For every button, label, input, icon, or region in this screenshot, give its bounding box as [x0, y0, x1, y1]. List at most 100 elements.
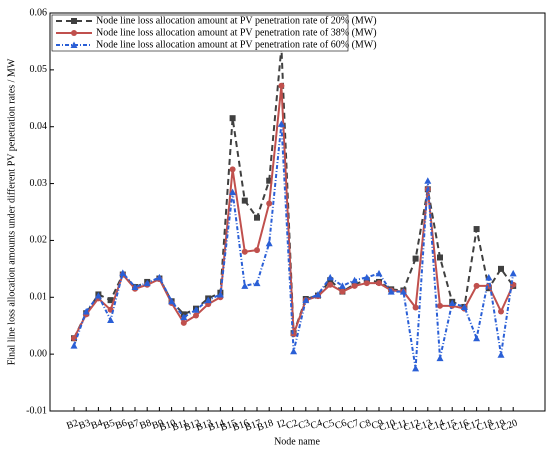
point	[241, 282, 249, 289]
x-tick-label: B8	[138, 418, 153, 432]
y-tick-label: 0.02	[30, 235, 48, 246]
point	[412, 364, 420, 372]
point	[94, 292, 102, 299]
point	[351, 276, 359, 284]
x-tick-label: B12	[182, 418, 201, 434]
point	[424, 177, 432, 184]
point	[180, 313, 188, 321]
point	[485, 273, 493, 281]
x-tick-label: C8	[358, 418, 373, 432]
point	[448, 299, 456, 306]
x-tick-label: B14	[207, 418, 226, 434]
y-tick-label: 0.04	[30, 121, 48, 132]
point	[473, 282, 480, 289]
point	[412, 255, 419, 262]
point	[229, 188, 237, 196]
point	[277, 120, 285, 127]
point	[119, 269, 127, 276]
point	[363, 273, 371, 281]
legend-label: Node line loss allocation amount at PV p…	[96, 15, 377, 26]
x-tick-label: C15	[439, 418, 458, 434]
point	[412, 304, 419, 311]
x-tick-label: C20	[500, 418, 519, 434]
point	[363, 280, 370, 287]
x-tick-label: B15	[219, 418, 238, 434]
point	[168, 297, 176, 305]
point	[254, 247, 260, 254]
point	[143, 279, 151, 287]
point	[399, 288, 407, 295]
point	[82, 308, 90, 315]
point	[266, 177, 273, 184]
x-tick-label: B9	[150, 418, 165, 432]
y-tick-label: 0.05	[30, 64, 48, 75]
x-tick-label: C14	[426, 418, 445, 434]
point	[460, 303, 468, 310]
x-tick-label: B17	[243, 418, 262, 434]
point	[436, 354, 444, 362]
x-tick-label: C18	[475, 418, 494, 434]
x-tick-label: B3	[77, 418, 92, 432]
x-tick-label: C12	[402, 418, 421, 434]
point	[498, 265, 504, 272]
y-tick-label: -0.01	[26, 405, 47, 416]
x-tick-label: C6	[333, 418, 348, 432]
x-tick-label: B4	[89, 418, 104, 432]
point	[253, 279, 261, 287]
x-tick-label: C4	[309, 418, 324, 432]
point	[339, 288, 346, 295]
point	[107, 297, 114, 304]
series-line	[73, 85, 515, 339]
y-tick-label: 0.00	[30, 348, 48, 359]
point	[351, 282, 358, 289]
point	[437, 302, 443, 309]
point	[437, 254, 443, 261]
point	[314, 290, 322, 298]
point	[193, 312, 199, 319]
x-tick-label: C3	[297, 418, 312, 432]
y-tick-label: 0.03	[30, 178, 48, 189]
x-tick-label: B13	[195, 418, 214, 434]
point	[71, 335, 77, 342]
point	[473, 226, 480, 233]
point	[387, 288, 395, 295]
point	[302, 296, 310, 304]
point	[338, 282, 346, 289]
point	[376, 280, 382, 287]
x-tick-label: C5	[321, 418, 336, 432]
point	[71, 30, 77, 36]
point	[241, 197, 248, 204]
x-tick-label: B16	[231, 418, 250, 434]
x-tick-label: C19	[487, 418, 506, 434]
x-tick-label: B6	[114, 418, 129, 432]
point	[107, 316, 115, 324]
x-tick-label: C2	[285, 418, 300, 432]
y-axis-title: Final line loss allocation amounts under…	[6, 58, 17, 365]
point	[216, 290, 224, 298]
plot-frame	[49, 12, 546, 412]
point	[131, 283, 139, 291]
x-tick-label: B7	[126, 418, 141, 432]
series-line	[73, 47, 515, 339]
point	[229, 115, 236, 122]
point	[326, 273, 334, 281]
point	[229, 166, 236, 173]
point	[70, 342, 78, 349]
legend-box	[51, 14, 349, 52]
x-axis-title: Node name	[274, 436, 320, 447]
point	[473, 334, 481, 342]
point	[497, 351, 505, 358]
legend-label: Node line loss allocation amount at PV p…	[96, 39, 377, 50]
x-tick-label: B2	[65, 418, 80, 432]
point	[204, 296, 212, 304]
x-tick-label: C10	[378, 418, 397, 434]
x-tick-label: B11	[171, 418, 190, 434]
x-tick-label: B18	[256, 418, 275, 434]
point	[155, 273, 163, 281]
point	[71, 18, 77, 24]
point	[254, 214, 260, 221]
x-tick-label: C7	[346, 418, 361, 432]
x-tick-label: C9	[370, 418, 385, 432]
y-tick-label: 0.01	[30, 292, 48, 303]
